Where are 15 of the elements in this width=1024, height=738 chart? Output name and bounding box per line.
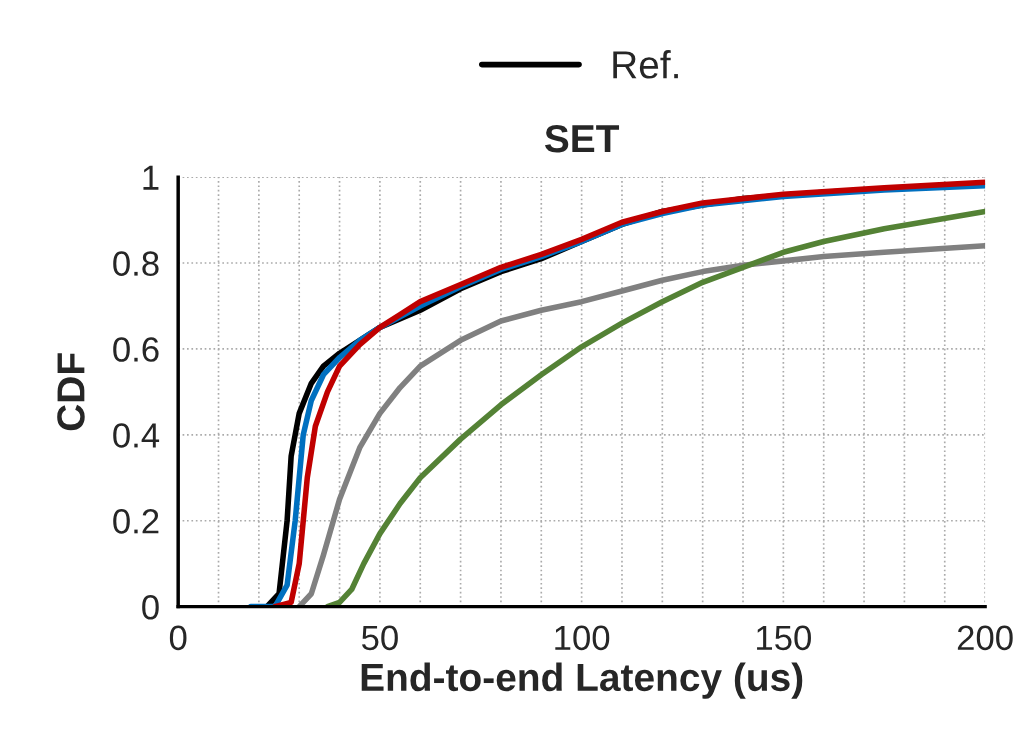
y-tick-label: 0.6	[113, 337, 159, 362]
x-tick-label: 50	[361, 625, 398, 651]
y-tick-label: 0.2	[113, 509, 159, 534]
legend-label: Ref.	[613, 50, 678, 79]
x-axis-title: End-to-end Latency (us)	[361, 662, 803, 699]
chart-title: SET	[544, 124, 620, 153]
y-tick-label: 0.4	[113, 423, 160, 448]
y-tick-label: 1	[143, 165, 159, 190]
x-tick-label: 100	[555, 625, 610, 651]
y-axis-title: CDF	[57, 353, 85, 431]
y-tick-label: 0.8	[113, 251, 159, 276]
x-tick-label: 0	[169, 625, 187, 651]
x-tick-label: 200	[957, 625, 1013, 651]
y-tick-label: 0	[142, 594, 159, 620]
x-tick-label: 150	[757, 625, 811, 651]
